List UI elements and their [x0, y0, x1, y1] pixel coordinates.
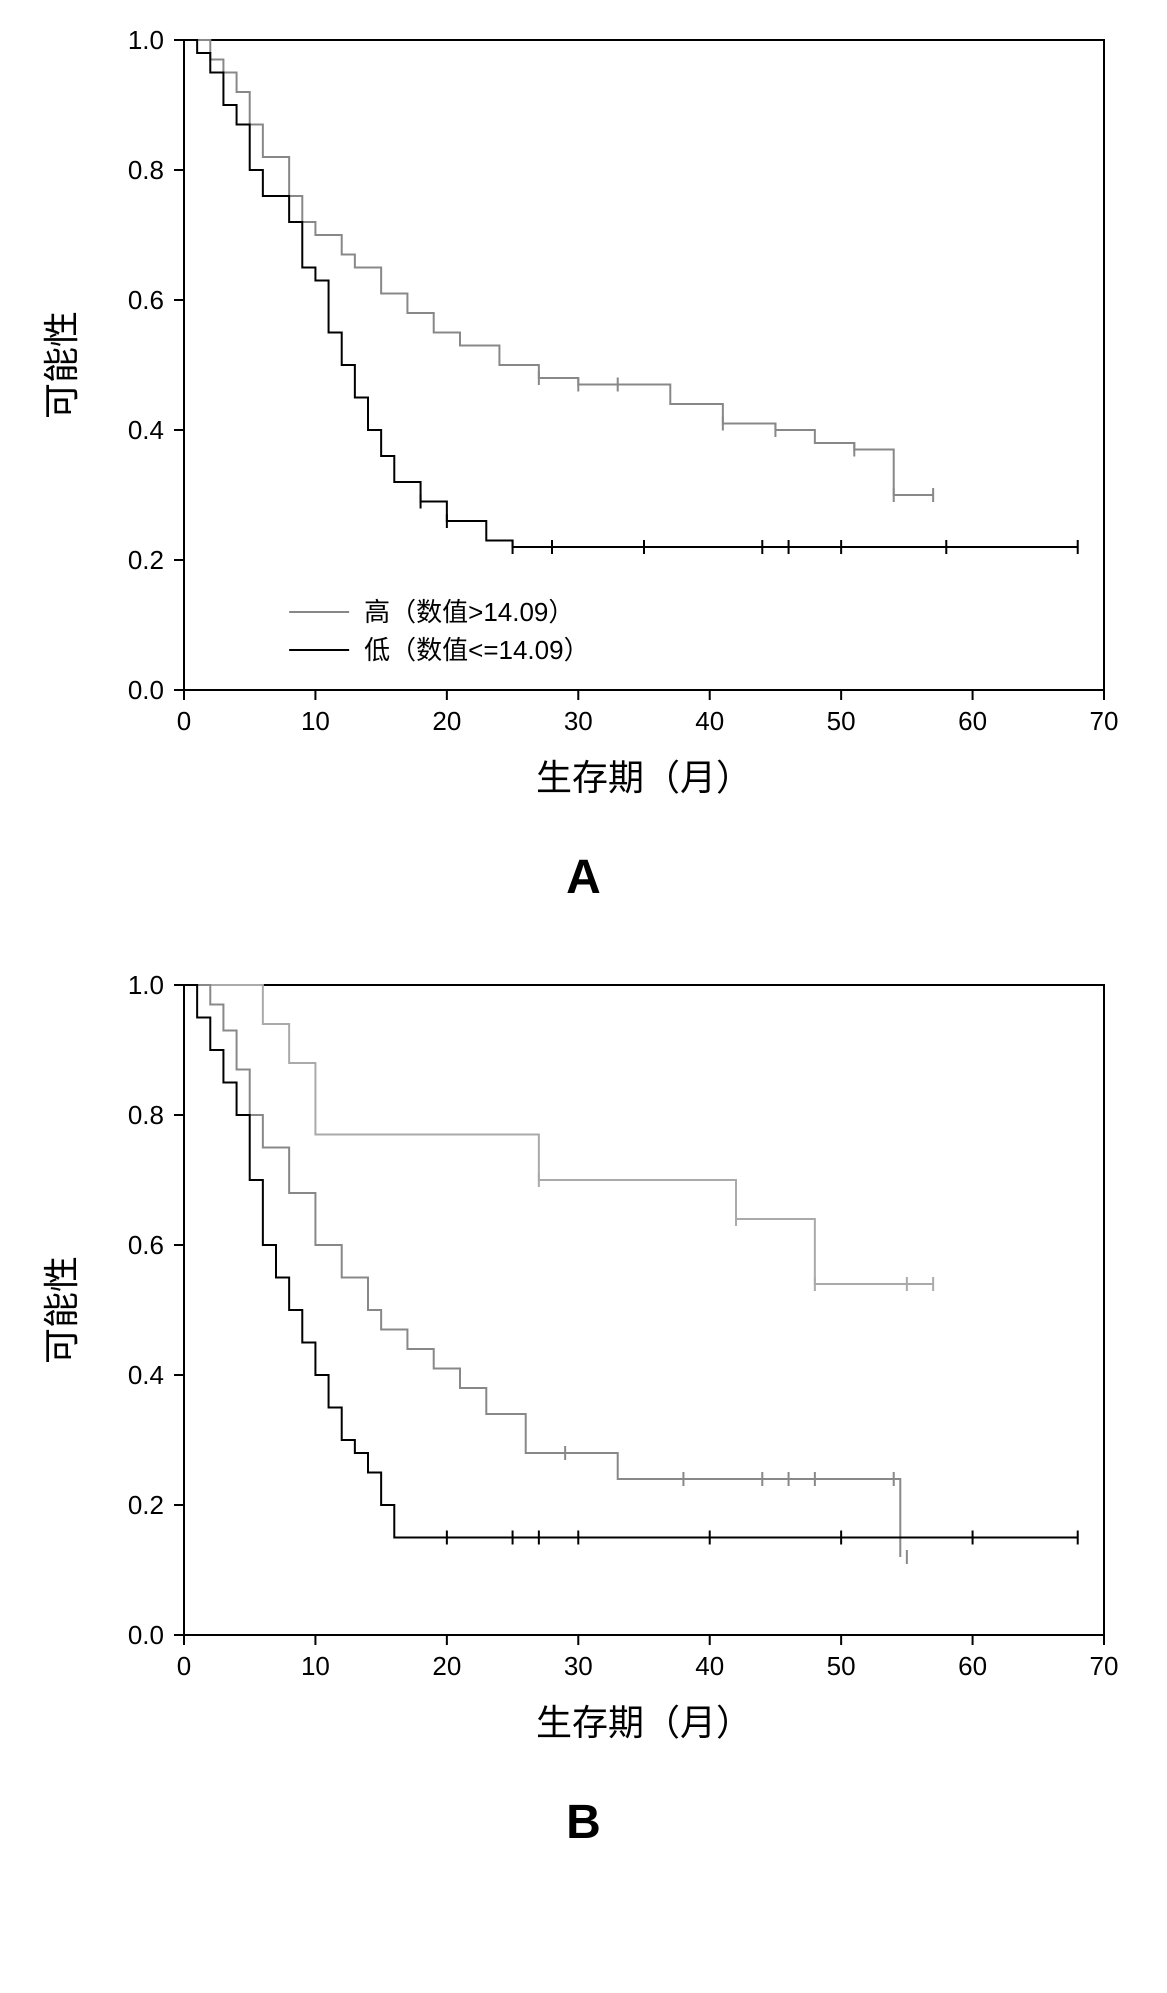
svg-text:低（数值<=14.09）: 低（数值<=14.09） — [364, 635, 589, 665]
panel-b-label: B — [20, 1795, 1147, 1850]
svg-text:1.0: 1.0 — [127, 970, 163, 1000]
svg-text:可能性: 可能性 — [41, 1256, 82, 1364]
chart-b-svg: 0 10 20 30 40 50 60 70 0.0 0.2 0.4 0.6 0.8 1.0 生存期（月） 可… — [34, 965, 1134, 1765]
svg-text:0.4: 0.4 — [127, 1360, 163, 1390]
svg-text:40: 40 — [695, 706, 724, 736]
svg-text:0: 0 — [176, 706, 190, 736]
svg-text:50: 50 — [826, 706, 855, 736]
svg-text:0: 0 — [176, 1651, 190, 1681]
figure-container: 0 10 20 30 40 50 60 70 0.0 0.2 0.4 0.6 0.8 1.0 生存期（月） 可… — [20, 20, 1147, 1850]
svg-text:0.0: 0.0 — [127, 1620, 163, 1650]
svg-text:70: 70 — [1089, 1651, 1118, 1681]
chart-a-block: 0 10 20 30 40 50 60 70 0.0 0.2 0.4 0.6 0.8 1.0 生存期（月） 可… — [20, 20, 1147, 905]
svg-text:生存期（月）: 生存期（月） — [535, 1702, 751, 1743]
svg-text:0.8: 0.8 — [127, 1100, 163, 1130]
svg-text:10: 10 — [300, 1651, 329, 1681]
svg-text:50: 50 — [826, 1651, 855, 1681]
svg-text:30: 30 — [563, 1651, 592, 1681]
svg-text:60: 60 — [958, 1651, 987, 1681]
chart-a-svg: 0 10 20 30 40 50 60 70 0.0 0.2 0.4 0.6 0.8 1.0 生存期（月） 可… — [34, 20, 1134, 820]
svg-text:0.0: 0.0 — [127, 675, 163, 705]
svg-text:20: 20 — [432, 706, 461, 736]
svg-text:0.4: 0.4 — [127, 415, 163, 445]
chart-b-block: 0 10 20 30 40 50 60 70 0.0 0.2 0.4 0.6 0.8 1.0 生存期（月） 可… — [20, 965, 1147, 1850]
svg-text:0.8: 0.8 — [127, 155, 163, 185]
svg-text:0.6: 0.6 — [127, 285, 163, 315]
svg-text:可能性: 可能性 — [41, 311, 82, 419]
panel-a-label: A — [20, 850, 1147, 905]
svg-text:0.6: 0.6 — [127, 1230, 163, 1260]
svg-text:生存期（月）: 生存期（月） — [535, 757, 751, 798]
svg-text:30: 30 — [563, 706, 592, 736]
svg-text:1.0: 1.0 — [127, 25, 163, 55]
svg-text:60: 60 — [958, 706, 987, 736]
svg-text:0.2: 0.2 — [127, 1490, 163, 1520]
svg-text:20: 20 — [432, 1651, 461, 1681]
svg-text:0.2: 0.2 — [127, 545, 163, 575]
svg-text:高（数值>14.09）: 高（数值>14.09） — [364, 597, 574, 627]
svg-text:10: 10 — [300, 706, 329, 736]
svg-text:40: 40 — [695, 1651, 724, 1681]
svg-text:70: 70 — [1089, 706, 1118, 736]
